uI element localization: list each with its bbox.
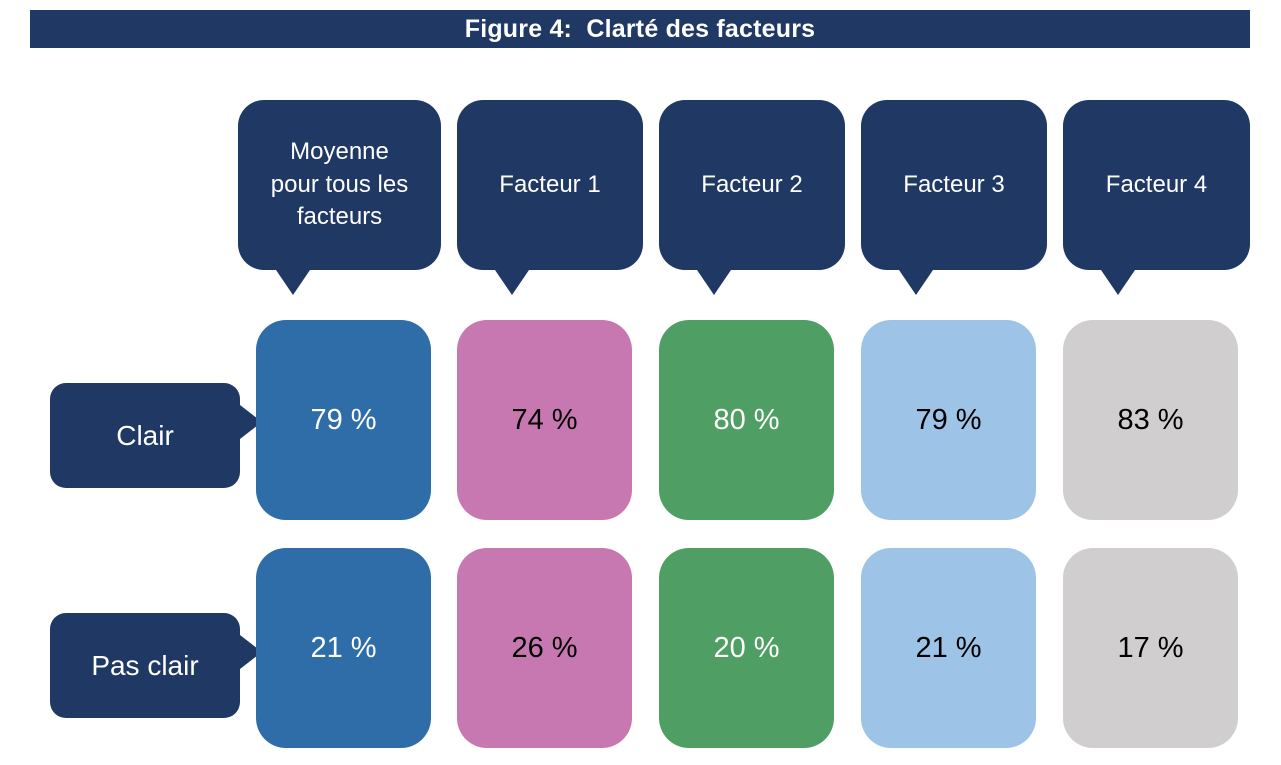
row-header-pas-clair: Pas clair [50,613,262,718]
cell-value: 83 % [1117,403,1184,436]
column-header-label: Facteur 2 [701,170,803,198]
cell-value: 26 % [511,631,578,664]
cell-value: 17 % [1117,631,1184,664]
bubble-tail-down-icon [899,270,933,295]
column-header-facteur-3: Facteur 3 [861,100,1047,295]
cell-value: 74 % [511,403,578,436]
column-header-facteur-4: Facteur 4 [1063,100,1250,295]
cell-clair-facteur-1: 74 % [457,320,632,520]
cell-clair-facteur-3: 79 % [861,320,1036,520]
cell-pas-clair-facteur-1: 26 % [457,548,632,748]
cell-value: 80 % [713,403,780,436]
cell-value: 21 % [310,631,377,664]
bubble-tail-down-icon [1101,270,1135,295]
bubble-tail-down-icon [276,270,310,295]
cell-pas-clair-average: 21 % [256,548,431,748]
column-header-label: Facteur 4 [1105,170,1208,198]
column-header-label: Moyenne pour tous les facteurs [270,138,409,231]
cell-pas-clair-facteur-2: 20 % [659,548,834,748]
bubble-tail-down-icon [697,270,731,295]
cell-value: 79 % [310,403,377,436]
cell-clair-facteur-2: 80 % [659,320,834,520]
cell-clair-facteur-4: 83 % [1063,320,1238,520]
column-header-facteur-1: Facteur 1 [457,100,643,295]
cell-value: 79 % [915,403,982,436]
column-header-label: Facteur 3 [903,170,1005,198]
figure-title: Figure 4: Clarté des facteurs [464,14,816,43]
figure-title-bar: Figure 4: Clarté des facteurs [30,10,1250,48]
bubble-tail-down-icon [495,270,529,295]
cell-value: 21 % [915,631,982,664]
cell-pas-clair-facteur-3: 21 % [861,548,1036,748]
row-header-label: Clair [116,419,174,451]
cell-value: 20 % [713,631,780,664]
column-header-label: Facteur 1 [499,170,601,198]
row-header-label: Pas clair [91,649,199,681]
column-header-average: Moyenne pour tous les facteurs [238,100,441,295]
cell-pas-clair-facteur-4: 17 % [1063,548,1238,748]
cell-clair-average: 79 % [256,320,431,520]
row-header-clair: Clair [50,383,262,488]
column-header-facteur-2: Facteur 2 [659,100,845,295]
